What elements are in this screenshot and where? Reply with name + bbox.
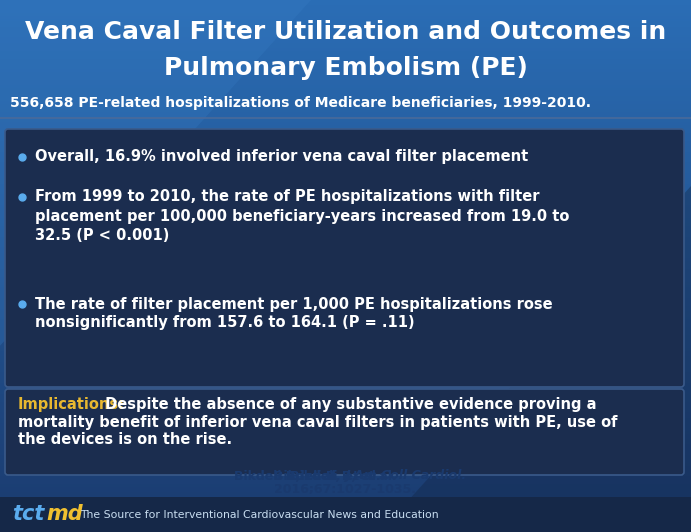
Text: Overall, 16.9% involved inferior vena caval filter placement: Overall, 16.9% involved inferior vena ca… (35, 149, 528, 164)
Text: the devices is on the rise.: the devices is on the rise. (18, 433, 232, 447)
Text: Vena Caval Filter Utilization and Outcomes in: Vena Caval Filter Utilization and Outcom… (25, 20, 666, 44)
Text: 32.5 (P < 0.001): 32.5 (P < 0.001) (35, 228, 169, 243)
Polygon shape (0, 0, 311, 346)
Text: Implications:: Implications: (18, 396, 125, 411)
Text: Pulmonary Embolism (PE): Pulmonary Embolism (PE) (164, 56, 527, 80)
Polygon shape (380, 186, 691, 532)
FancyBboxPatch shape (5, 389, 684, 475)
Text: J Am Coll Cardiol.: J Am Coll Cardiol. (346, 470, 466, 483)
Text: The Source for Interventional Cardiovascular News and Education: The Source for Interventional Cardiovasc… (80, 510, 439, 520)
Text: placement per 100,000 beneficiary-years increased from 19.0 to: placement per 100,000 beneficiary-years … (35, 209, 569, 223)
Text: Bikdeli B, et al.: Bikdeli B, et al. (290, 470, 401, 484)
Text: tct: tct (12, 504, 44, 525)
Text: mortality benefit of inferior vena caval filters in patients with PE, use of: mortality benefit of inferior vena caval… (18, 414, 618, 429)
Text: 2016;67:1027-1035.: 2016;67:1027-1035. (274, 483, 417, 495)
Text: md: md (46, 504, 83, 525)
Text: nonsignificantly from 157.6 to 164.1 (P = .11): nonsignificantly from 157.6 to 164.1 (P … (35, 315, 415, 330)
Text: Bikdeli B, et al.: Bikdeli B, et al. (234, 470, 346, 483)
Text: The rate of filter placement per 1,000 PE hospitalizations rose: The rate of filter placement per 1,000 P… (35, 296, 553, 312)
Text: Despite the absence of any substantive evidence proving a: Despite the absence of any substantive e… (100, 396, 596, 411)
Bar (0, 497, 691, 532)
Text: From 1999 to 2010, the rate of PE hospitalizations with filter: From 1999 to 2010, the rate of PE hospit… (35, 189, 540, 204)
FancyBboxPatch shape (5, 129, 684, 387)
Text: Bikdeli B, et al.: Bikdeli B, et al. (274, 470, 417, 484)
Text: 556,658 PE-related hospitalizations of Medicare beneficiaries, 1999-2010.: 556,658 PE-related hospitalizations of M… (10, 96, 591, 110)
